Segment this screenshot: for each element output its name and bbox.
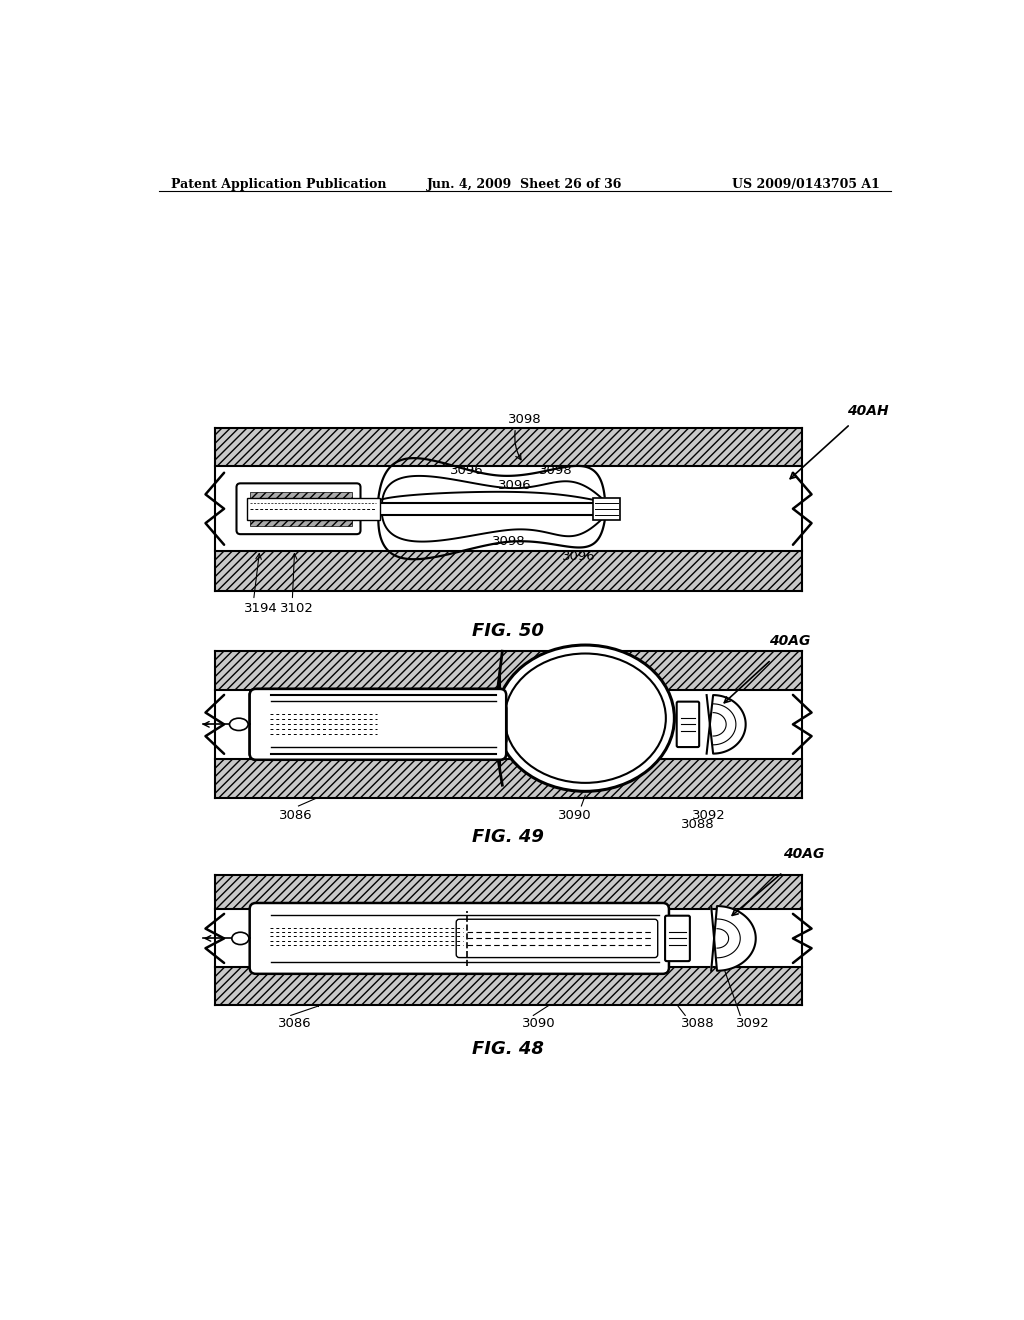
Bar <box>215 651 802 689</box>
FancyBboxPatch shape <box>237 483 360 535</box>
Text: FIG. 49: FIG. 49 <box>472 829 544 846</box>
Text: 3102: 3102 <box>280 602 313 615</box>
Bar <box>215 966 802 1006</box>
Bar <box>593 498 621 520</box>
Text: Patent Application Publication: Patent Application Publication <box>171 178 386 190</box>
Text: 3092: 3092 <box>692 809 726 822</box>
Bar <box>215 428 802 466</box>
Text: 3088: 3088 <box>681 1016 715 1030</box>
FancyBboxPatch shape <box>250 689 506 760</box>
Polygon shape <box>712 906 756 970</box>
FancyBboxPatch shape <box>677 702 699 747</box>
Text: 3096: 3096 <box>450 463 483 477</box>
FancyBboxPatch shape <box>665 916 690 961</box>
Text: 3194: 3194 <box>245 602 278 615</box>
Text: 3086: 3086 <box>280 809 312 822</box>
Text: 3098: 3098 <box>539 463 572 477</box>
Ellipse shape <box>496 645 675 792</box>
Ellipse shape <box>231 932 249 945</box>
Bar <box>215 552 802 591</box>
Polygon shape <box>707 696 745 754</box>
Text: 3096: 3096 <box>562 550 596 564</box>
Text: 3092: 3092 <box>736 1016 770 1030</box>
Bar <box>215 875 802 909</box>
Bar <box>250 492 352 525</box>
Text: 3098: 3098 <box>508 413 542 426</box>
Text: FIG. 50: FIG. 50 <box>472 622 544 640</box>
Text: 3098: 3098 <box>493 535 526 548</box>
Text: 3096: 3096 <box>499 479 532 492</box>
Text: 3090: 3090 <box>558 809 592 822</box>
Text: 40AH: 40AH <box>847 404 889 418</box>
Ellipse shape <box>229 718 248 730</box>
Text: 40AG: 40AG <box>769 634 810 648</box>
Text: US 2009/0143705 A1: US 2009/0143705 A1 <box>732 178 880 190</box>
Text: 3088: 3088 <box>681 818 714 832</box>
Bar <box>215 759 802 797</box>
FancyBboxPatch shape <box>250 689 506 760</box>
Bar <box>247 498 380 520</box>
Text: 3086: 3086 <box>278 1016 311 1030</box>
FancyBboxPatch shape <box>250 903 669 974</box>
Text: Jun. 4, 2009  Sheet 26 of 36: Jun. 4, 2009 Sheet 26 of 36 <box>427 178 623 190</box>
Text: 40AG: 40AG <box>783 846 824 861</box>
Text: FIG. 48: FIG. 48 <box>472 1040 544 1059</box>
Text: 3090: 3090 <box>521 1016 555 1030</box>
